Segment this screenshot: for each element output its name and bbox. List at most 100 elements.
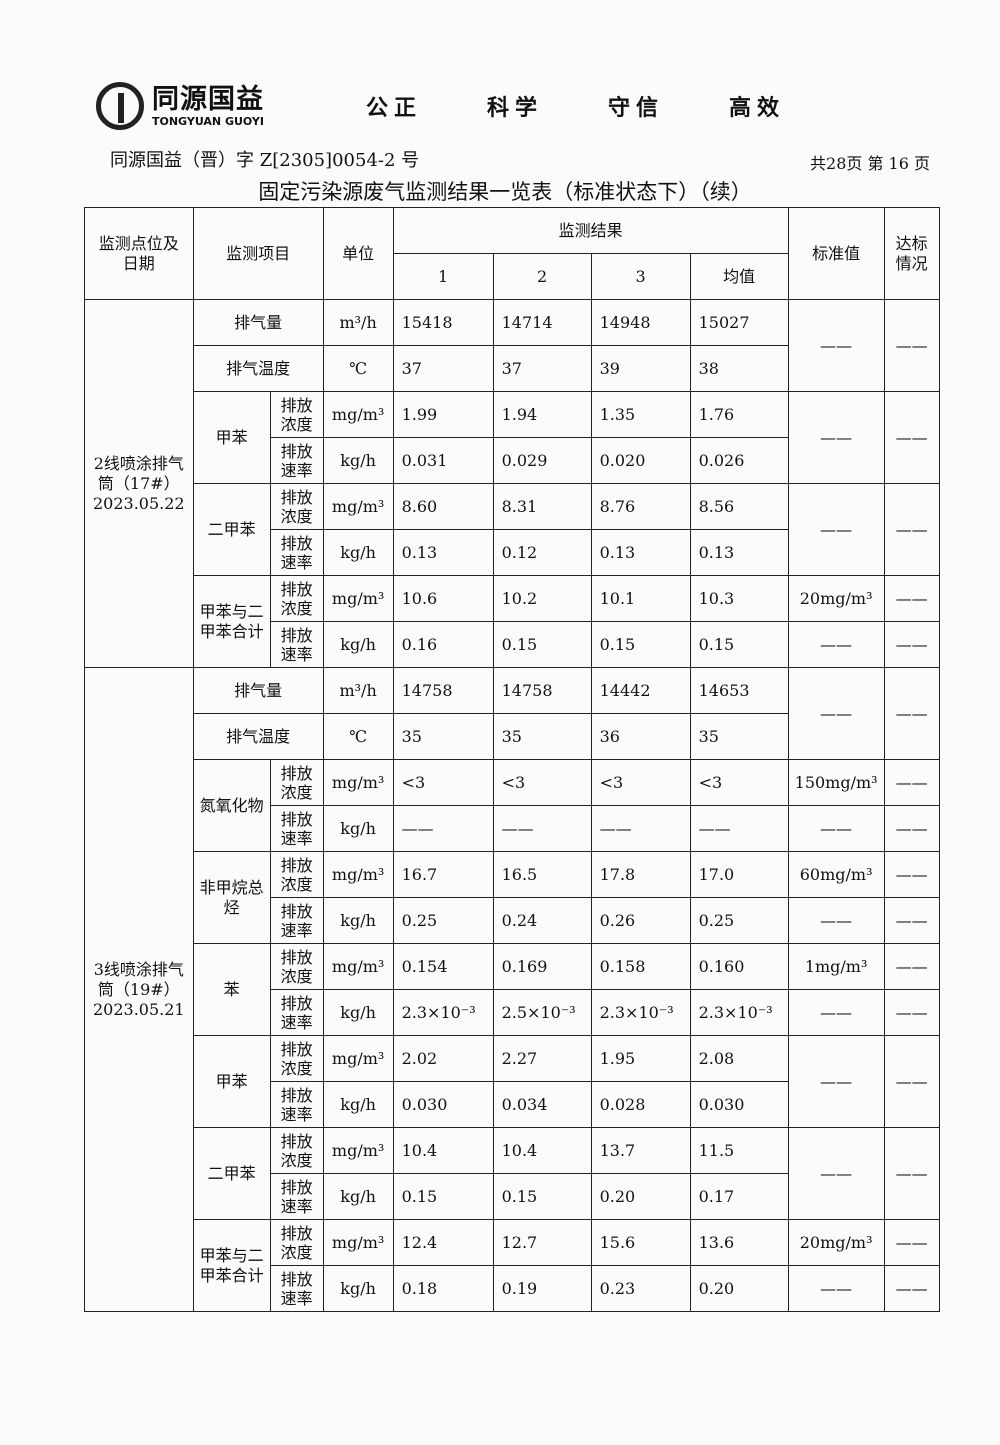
item-cell: 排气量 <box>192 667 324 714</box>
compliance-cell: —— <box>883 391 940 484</box>
sub-item-cell: 排放浓度 <box>269 391 324 438</box>
value-cell-2: 0.029 <box>492 437 592 484</box>
value-cell-3: 0.13 <box>590 529 691 576</box>
sub-item-cell: 排放速率 <box>269 1173 324 1220</box>
unit-cell: m³/h <box>322 299 394 346</box>
sub-item-cell: 排放浓度 <box>269 1127 324 1174</box>
value-cell-1: 10.4 <box>392 1127 494 1174</box>
sub-item-cell: 排放速率 <box>269 621 324 668</box>
table-row: 排放速率 kg/h 0.25 0.24 0.26 0.25 —— —— <box>85 897 940 944</box>
value-cell-3: 13.7 <box>590 1127 691 1174</box>
table-row: 甲苯与二甲苯合计 排放浓度 mg/m³ 10.6 10.2 10.1 10.3 20mg/m³… <box>85 575 940 668</box>
header-standard: 标准值 <box>787 207 885 300</box>
value-cell-2: 0.12 <box>492 529 592 576</box>
compliance-cell: —— <box>883 1035 940 1128</box>
motto-2: 科学 <box>487 96 544 121</box>
mean-value-cell: 17.0 <box>689 851 789 898</box>
value-cell-1: 10.6 <box>392 575 494 622</box>
unit-cell: mg/m³ <box>322 1035 394 1082</box>
sub-item-cell: 排放速率 <box>269 529 324 576</box>
mean-value-cell: —— <box>689 805 789 852</box>
value-cell-2: <3 <box>492 759 592 806</box>
mean-value-cell: 13.6 <box>689 1219 789 1266</box>
value-cell-2: —— <box>492 805 592 852</box>
mean-value-cell: 35 <box>689 713 789 760</box>
unit-cell: kg/h <box>322 1081 394 1128</box>
unit-cell: mg/m³ <box>322 1219 394 1266</box>
table-row: 排放速率 kg/h —— —— —— —— —— —— <box>85 805 940 852</box>
value-cell-3: —— <box>590 805 691 852</box>
item-cell: 二甲苯 <box>192 1127 271 1220</box>
value-cell-1: 14758 <box>392 667 494 714</box>
mean-value-cell: 0.026 <box>689 437 789 484</box>
compliance-cell: —— <box>883 943 940 990</box>
standard-cell: —— <box>787 897 885 944</box>
value-cell-1: <3 <box>392 759 494 806</box>
value-cell-1: 0.25 <box>392 897 494 944</box>
motto-3: 守信 <box>608 96 665 121</box>
mean-value-cell: 11.5 <box>689 1127 789 1174</box>
value-cell-3: 0.26 <box>590 897 691 944</box>
mean-value-cell: 8.56 <box>689 483 789 530</box>
mean-value-cell: 2.3×10⁻³ <box>689 989 789 1036</box>
value-cell-3: 0.020 <box>590 437 691 484</box>
value-cell-1: 12.4 <box>392 1219 494 1266</box>
value-cell-3: 36 <box>590 713 691 760</box>
value-cell-3: 0.028 <box>590 1081 691 1128</box>
value-cell-1: 0.18 <box>392 1265 494 1312</box>
table-row: 排放速率 kg/h 0.15 0.15 0.20 0.17 <box>85 1173 940 1220</box>
mean-value-cell: 14653 <box>689 667 789 714</box>
compliance-cell: —— <box>883 759 940 806</box>
unit-cell: mg/m³ <box>322 483 394 530</box>
unit-cell: kg/h <box>322 1265 394 1312</box>
value-cell-1: 0.154 <box>392 943 494 990</box>
document-number: 同源国益（晋）字 Z[2305]0054-2 号 <box>110 150 420 171</box>
value-cell-2: 0.034 <box>492 1081 592 1128</box>
standard-cell: —— <box>787 989 885 1036</box>
item-cell: 甲苯 <box>192 1035 271 1128</box>
value-cell-1: 16.7 <box>392 851 494 898</box>
value-cell-2: 12.7 <box>492 1219 592 1266</box>
value-cell-2: 14714 <box>492 299 592 346</box>
value-cell-3: <3 <box>590 759 691 806</box>
value-cell-2: 0.15 <box>492 621 592 668</box>
table-row: 二甲苯 排放浓度 mg/m³ 10.4 10.4 13.7 11.5 —— —— <box>85 1127 940 1220</box>
unit-cell: mg/m³ <box>322 943 394 990</box>
value-cell-1: 37 <box>392 345 494 392</box>
table-row: 二甲苯 排放浓度 mg/m³ 8.60 8.31 8.76 8.56 —— —— <box>85 483 940 576</box>
value-cell-2: 10.4 <box>492 1127 592 1174</box>
value-cell-3: 14948 <box>590 299 691 346</box>
page-number: 共28页 第 16 页 <box>810 154 930 173</box>
item-cell: 非甲烷总烃 <box>192 851 271 944</box>
standard-cell: —— <box>787 667 885 760</box>
mean-value-cell: 0.15 <box>689 621 789 668</box>
mean-value-cell: 0.160 <box>689 943 789 990</box>
compliance-cell: —— <box>883 897 940 944</box>
value-cell-3: 15.6 <box>590 1219 691 1266</box>
standard-cell: —— <box>787 1127 885 1220</box>
header-col-1: 1 <box>392 253 494 300</box>
value-cell-2: 2.5×10⁻³ <box>492 989 592 1036</box>
company-logo: 同源国益 TONGYUAN GUOYI <box>96 82 264 130</box>
table-row: 排放速率 kg/h 2.3×10⁻³ 2.5×10⁻³ 2.3×10⁻³ 2.3×10⁻³… <box>85 989 940 1036</box>
value-cell-2: 37 <box>492 345 592 392</box>
table-row: 排气温度 ℃ 35 35 36 35 <box>85 713 940 760</box>
unit-cell: mg/m³ <box>322 759 394 806</box>
value-cell-1: 1.99 <box>392 391 494 438</box>
value-cell-3: 0.158 <box>590 943 691 990</box>
value-cell-1: 35 <box>392 713 494 760</box>
standard-cell: —— <box>787 483 885 576</box>
value-cell-3: 8.76 <box>590 483 691 530</box>
sub-item-cell: 排放浓度 <box>269 851 324 898</box>
standard-cell: —— <box>787 391 885 484</box>
value-cell-3: 10.1 <box>590 575 691 622</box>
logo-name-en: TONGYUAN GUOYI <box>152 114 264 128</box>
unit-cell: kg/h <box>322 897 394 944</box>
mean-value-cell: 10.3 <box>689 575 789 622</box>
logo-icon <box>96 82 144 130</box>
unit-cell: ℃ <box>322 713 394 760</box>
value-cell-2: 35 <box>492 713 592 760</box>
table-row: 甲苯与二甲苯合计 排放浓度 mg/m³ 12.4 12.7 15.6 13.6 20mg/m³… <box>85 1219 940 1312</box>
unit-cell: kg/h <box>322 989 394 1036</box>
